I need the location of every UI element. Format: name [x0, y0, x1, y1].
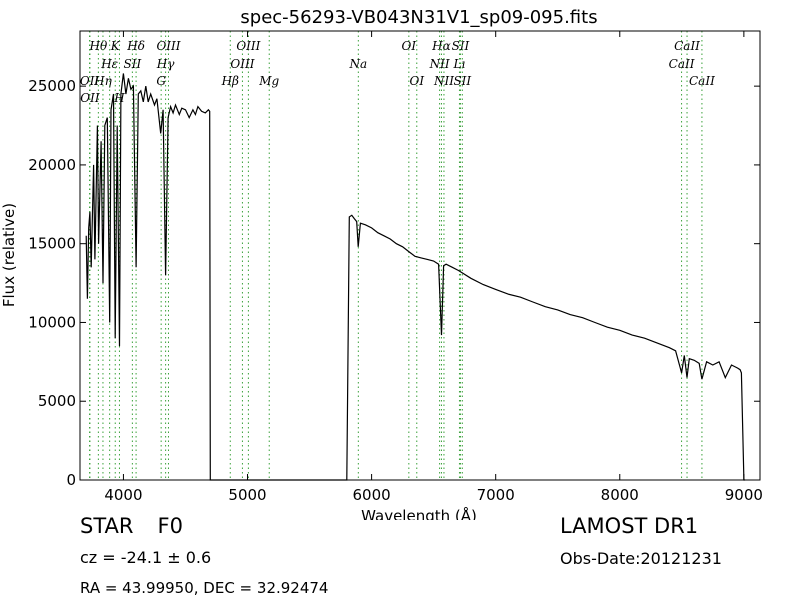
- line-marker-label: Hβ: [221, 74, 239, 88]
- object-type: STAR: [80, 514, 134, 538]
- line-marker-label: OII: [80, 91, 100, 105]
- line-marker-label: NII: [433, 74, 454, 88]
- line-marker-label: Hα: [431, 39, 451, 53]
- spectrum-chart: spec-56293-VB043N31V1_sp09-095.fits OII H…: [0, 7, 763, 520]
- chart-title: spec-56293-VB043N31V1_sp09-095.fits: [240, 7, 597, 28]
- line-marker-label: Hδ: [126, 39, 145, 53]
- line-marker-label: Hθ: [89, 39, 108, 53]
- y-tick-label: 20000: [28, 156, 76, 174]
- line-marker-label: Hε: [100, 57, 118, 71]
- line-marker-label: Lı: [453, 57, 466, 71]
- x-tick-label: 7000: [477, 486, 515, 504]
- x-tick-label: 9000: [725, 486, 763, 504]
- line-marker-label: K: [110, 39, 121, 53]
- survey-name: LAMOST DR1: [560, 514, 699, 538]
- sky-coordinates: RA = 43.99950, DEC = 32.92474: [80, 579, 329, 597]
- line-marker-label: Na: [349, 57, 368, 71]
- plot-frame: [79, 30, 761, 481]
- x-tick-label: 4000: [104, 486, 142, 504]
- axis-ticks: 4000 5000 6000 7000 8000 9000 0 5000 10000 15000 2…: [28, 31, 763, 504]
- line-marker-label: NII: [429, 57, 450, 71]
- observation-date: Obs-Date:20121231: [560, 549, 722, 568]
- x-tick-label: 6000: [353, 486, 391, 504]
- line-marker-label: SII: [453, 74, 471, 88]
- y-axis-label: Flux (relative): [0, 203, 18, 307]
- y-tick-label: 0: [66, 471, 76, 489]
- line-marker-label: SII: [452, 39, 470, 53]
- line-marker-label: OIII: [236, 39, 260, 53]
- line-marker-label: CaII: [674, 39, 700, 53]
- y-tick-label: 10000: [28, 313, 76, 331]
- spectrum-line: [85, 73, 746, 481]
- line-marker-label: OIII: [230, 57, 254, 71]
- redshift-value: cz = -24.1 ± 0.6: [80, 548, 212, 567]
- line-marker-label: OI: [402, 39, 417, 53]
- object-classification: STAR F0: [80, 514, 183, 538]
- y-tick-label: 5000: [38, 392, 76, 410]
- line-marker-label: OI: [409, 74, 424, 88]
- line-marker-label: CaII: [689, 74, 715, 88]
- x-axis-label: Wavelength (Å): [361, 506, 477, 520]
- y-tick-label: 25000: [28, 77, 76, 95]
- line-marker-label: H: [113, 91, 125, 105]
- line-marker-label: OIII: [156, 39, 180, 53]
- line-marker-label: Mg: [258, 74, 279, 88]
- spectral-class: F0: [157, 514, 183, 538]
- x-tick-label: 8000: [601, 486, 639, 504]
- line-marker-label: SII: [124, 57, 142, 71]
- y-tick-label: 15000: [28, 235, 76, 253]
- line-marker-label: Hγ: [156, 57, 175, 71]
- x-tick-label: 5000: [228, 486, 266, 504]
- line-marker-label: G: [156, 74, 166, 88]
- line-marker-label: CaII: [669, 57, 695, 71]
- line-marker-label: Hη: [93, 74, 112, 88]
